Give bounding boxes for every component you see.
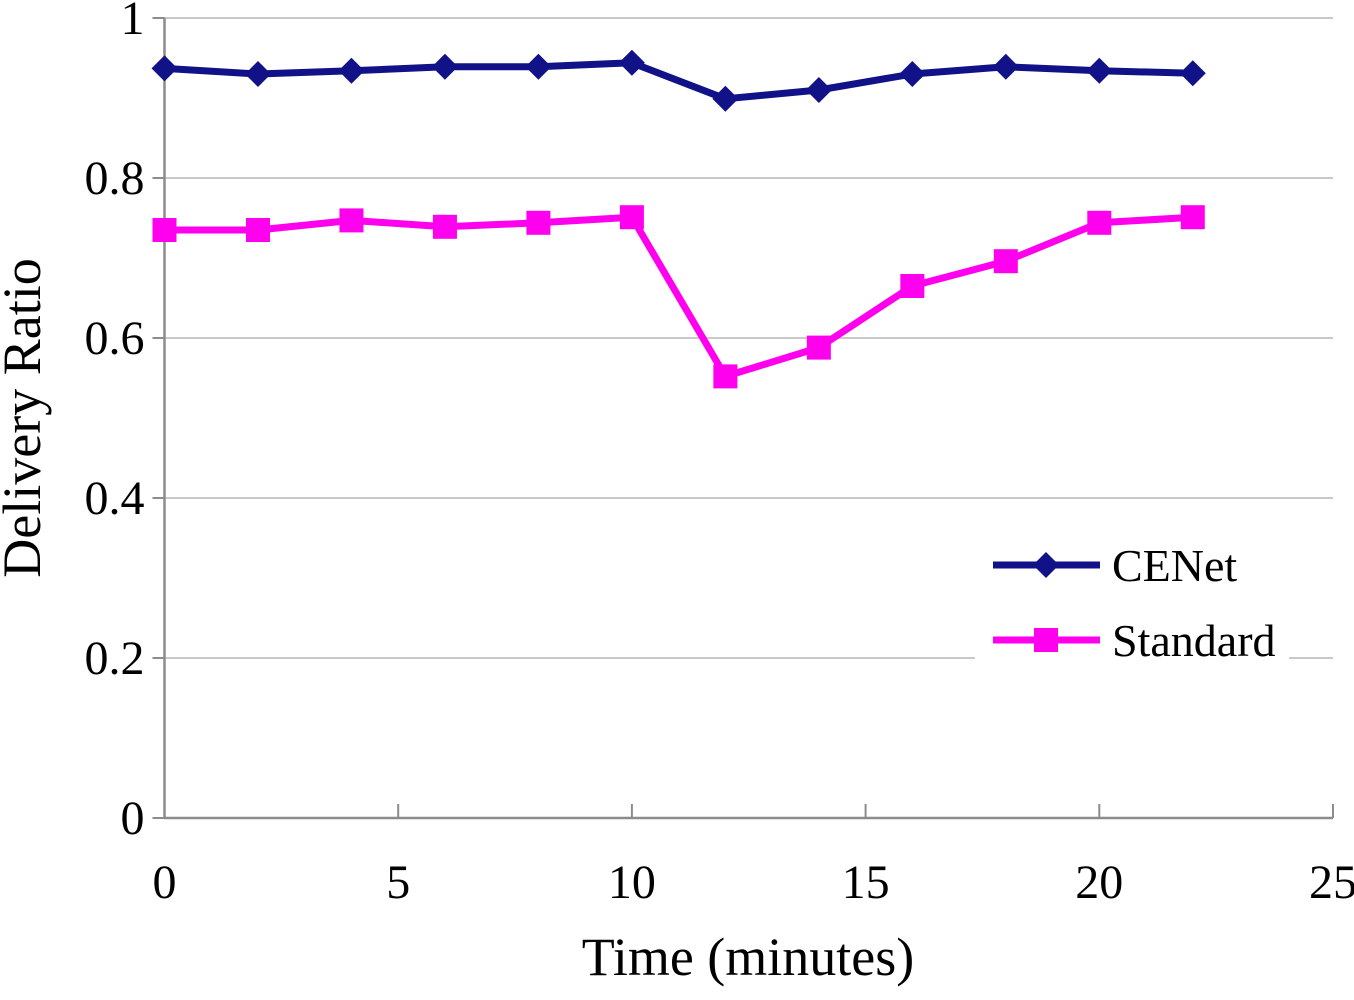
legend-label: CENet bbox=[1112, 540, 1237, 591]
x-tick-label: 0 bbox=[153, 856, 177, 909]
data-point-marker bbox=[806, 335, 831, 360]
data-point-marker bbox=[619, 205, 644, 230]
data-point-marker bbox=[712, 85, 739, 112]
series-standard bbox=[152, 205, 1205, 389]
legend-entry-cenet: CENet bbox=[993, 540, 1237, 591]
y-tick-label: 1 bbox=[121, 0, 145, 45]
x-tick-label: 10 bbox=[608, 856, 656, 909]
data-point-marker bbox=[431, 53, 458, 80]
y-tick-label: 0 bbox=[121, 792, 145, 845]
data-point-marker bbox=[151, 55, 178, 82]
x-tick-label: 5 bbox=[386, 856, 410, 909]
legend-label: Standard bbox=[1112, 615, 1276, 666]
data-point-marker bbox=[1179, 60, 1206, 87]
data-point-marker bbox=[338, 57, 365, 84]
data-series bbox=[151, 49, 1206, 389]
data-point-marker bbox=[1087, 210, 1112, 235]
x-axis-tick-labels: 0 5 10 15 20 25 bbox=[153, 856, 1354, 909]
axes bbox=[152, 17, 1334, 820]
legend-marker-diamond bbox=[1033, 552, 1059, 578]
x-axis-title: Time (minutes) bbox=[582, 927, 915, 987]
data-point-marker bbox=[993, 249, 1018, 274]
data-point-marker bbox=[1180, 205, 1205, 230]
data-point-marker bbox=[245, 218, 270, 242]
y-tick-label: 0.6 bbox=[85, 312, 145, 365]
data-point-marker bbox=[525, 53, 552, 80]
x-tick-label: 25 bbox=[1309, 856, 1354, 909]
data-point-marker bbox=[618, 49, 645, 76]
data-point-marker bbox=[805, 77, 832, 103]
data-point-marker bbox=[899, 61, 926, 87]
legend-entry-standard: Standard bbox=[993, 615, 1276, 666]
data-point-marker bbox=[339, 208, 364, 233]
data-point-marker bbox=[432, 214, 457, 239]
data-point-marker bbox=[713, 364, 738, 389]
data-point-marker bbox=[992, 53, 1019, 80]
data-point-marker bbox=[526, 210, 551, 235]
y-axis-title: Delivery Ratio bbox=[0, 258, 52, 577]
y-axis-tick-labels: 0 0.2 0.4 0.6 0.8 1 bbox=[85, 0, 145, 845]
legend-background bbox=[975, 523, 1289, 691]
x-tick-label: 20 bbox=[1075, 856, 1123, 909]
y-tick-label: 0.4 bbox=[85, 472, 145, 525]
legend: CENet Standard bbox=[975, 523, 1289, 691]
data-point-marker bbox=[152, 218, 177, 242]
data-point-marker bbox=[900, 274, 925, 298]
x-tick-label: 15 bbox=[842, 856, 890, 909]
data-point-marker bbox=[244, 61, 271, 87]
legend-marker-square bbox=[1034, 628, 1058, 652]
y-tick-label: 0.8 bbox=[85, 152, 145, 205]
y-tick-label: 0.2 bbox=[85, 632, 145, 685]
series-cenet bbox=[151, 49, 1206, 112]
data-point-marker bbox=[1086, 57, 1113, 84]
series-line bbox=[161, 59, 1197, 103]
series-line bbox=[161, 213, 1197, 380]
